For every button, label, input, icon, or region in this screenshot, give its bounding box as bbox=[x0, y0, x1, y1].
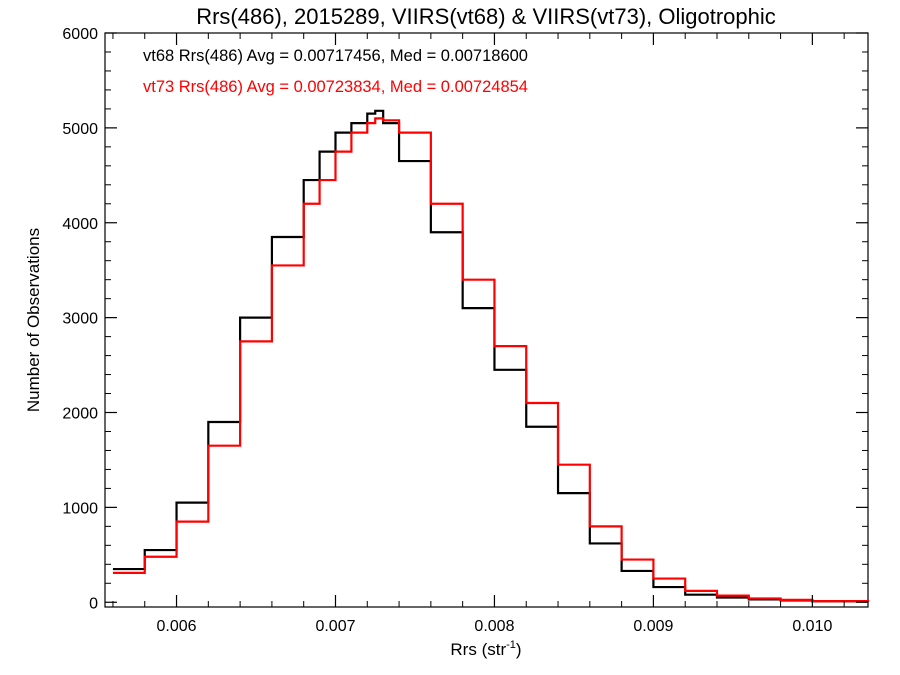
x-tick-label: 0.006 bbox=[157, 618, 197, 635]
y-tick-label: 1000 bbox=[62, 500, 98, 517]
y-axis-ticks: 0 1000 2000 3000 4000 5000 6000 bbox=[62, 26, 868, 612]
y-tick-label: 0 bbox=[89, 595, 98, 612]
x-axis-label-base: Rrs (str bbox=[450, 640, 506, 659]
x-axis-ticks: 0.006 0.007 0.008 0.009 0.010 bbox=[112, 33, 845, 635]
x-tick-label: 0.008 bbox=[474, 618, 514, 635]
y-tick-label: 2000 bbox=[62, 406, 98, 423]
legend-vt73-stats: vt73 Rrs(486) Avg = 0.00723834, Med = 0.… bbox=[143, 78, 528, 96]
y-tick-label: 3000 bbox=[62, 311, 98, 328]
x-axis-label-superscript: -1 bbox=[506, 639, 516, 651]
x-axis-label-close: ) bbox=[516, 640, 522, 659]
x-axis-label: Rrs (str-1) bbox=[450, 639, 521, 659]
legend-vt68-stats: vt68 Rrs(486) Avg = 0.00717456, Med = 0.… bbox=[143, 47, 528, 65]
chart-title: Rrs(486), 2015289, VIIRS(vt68) & VIIRS(v… bbox=[196, 4, 776, 29]
x-tick-label: 0.010 bbox=[792, 618, 832, 635]
plot-area: 0.006 0.007 0.008 0.009 0.010 0 1000 2000 3000 4… bbox=[62, 26, 870, 635]
series-layer bbox=[112, 109, 870, 603]
y-tick-label: 6000 bbox=[62, 26, 98, 43]
y-axis-label: Number of Observations bbox=[24, 228, 43, 412]
x-tick-label: 0.007 bbox=[315, 618, 355, 635]
y-tick-label: 5000 bbox=[62, 121, 98, 138]
series-line-vt68 bbox=[112, 109, 870, 603]
y-tick-label: 4000 bbox=[62, 216, 98, 233]
plot-frame bbox=[104, 32, 869, 608]
series-line-vt73 bbox=[112, 117, 870, 603]
x-tick-label: 0.009 bbox=[633, 618, 673, 635]
